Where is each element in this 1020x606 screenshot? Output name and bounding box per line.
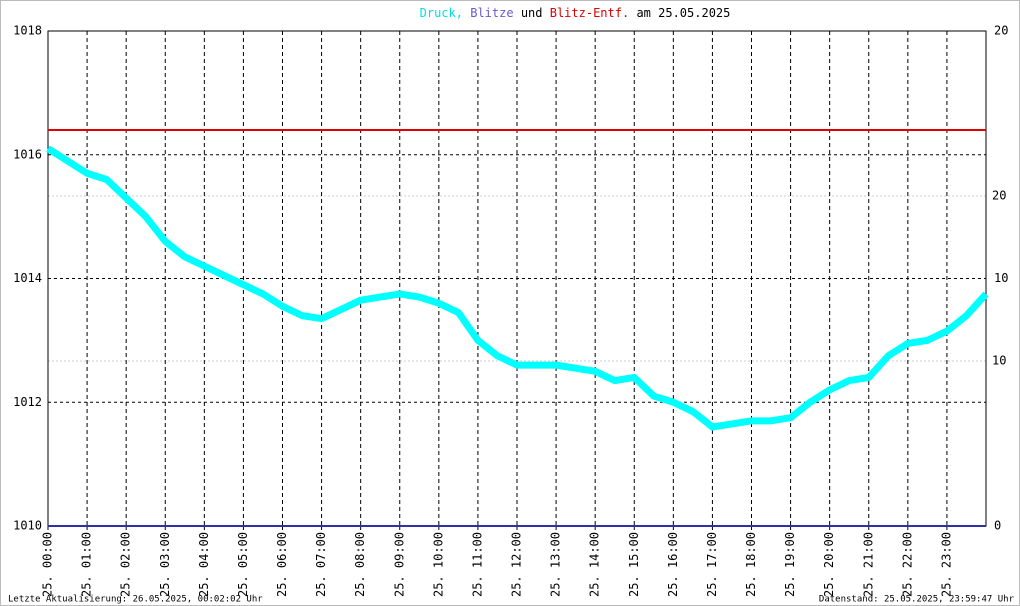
x-tick-label: 25. 02:00	[119, 532, 133, 597]
title-date: am 25.05.2025	[636, 6, 730, 20]
y2-tick-label: 20	[994, 24, 1008, 38]
x-tick-label: 25. 05:00	[236, 532, 250, 597]
x-tick-label: 25. 12:00	[510, 532, 524, 597]
y3-tick-label: 20	[992, 189, 1006, 203]
title-series: Blitze	[470, 6, 513, 20]
x-tick-label: 25. 14:00	[588, 532, 602, 597]
y-tick-label: 1016	[13, 147, 42, 161]
x-tick-label: 25. 15:00	[627, 532, 641, 597]
y3-tick-label: 10	[992, 354, 1006, 368]
y-tick-label: 1010	[13, 519, 42, 533]
y-tick-label: 1014	[13, 271, 42, 285]
series-line	[46, 145, 989, 431]
y-tick-label: 1018	[13, 24, 42, 38]
x-tick-label: 25. 01:00	[80, 532, 94, 597]
y-tick-label: 1012	[13, 395, 42, 409]
title-sep: ,	[456, 6, 463, 20]
y2-tick-label: 10	[994, 271, 1008, 285]
footer-left: Letzte Aktualisierung: 26.05.2025, 00:02…	[8, 595, 263, 605]
x-tick-label: 25. 07:00	[314, 532, 328, 597]
x-tick-label: 25. 10:00	[431, 532, 445, 597]
x-tick-label: 25. 13:00	[549, 532, 563, 597]
x-tick-label: 25. 11:00	[470, 532, 484, 597]
x-tick-label: 25. 21:00	[861, 532, 875, 597]
chart-title: Druck, Blitze und Blitz-Entf. am 25.05.2…	[420, 6, 731, 20]
x-tick-label: 25. 06:00	[275, 532, 289, 597]
x-tick-label: 25. 16:00	[666, 532, 680, 597]
x-tick-label: 25. 23:00	[939, 532, 953, 597]
title-series: Druck	[420, 6, 457, 20]
footer-right: Datenstand: 25.05.2025, 23:59:47 Uhr	[819, 595, 1015, 605]
title-series: Blitz-Entf.	[550, 6, 629, 20]
x-tick-label: 25. 22:00	[900, 532, 914, 597]
x-tick-label: 25. 17:00	[705, 532, 719, 597]
x-tick-label: 25. 09:00	[392, 532, 406, 597]
title-sep: und	[521, 6, 543, 20]
x-tick-label: 25. 20:00	[822, 532, 836, 597]
x-tick-label: 25. 03:00	[158, 532, 172, 597]
x-tick-label: 25. 19:00	[783, 532, 797, 597]
x-tick-label: 25. 18:00	[744, 532, 758, 597]
x-tick-label: 25. 00:00	[41, 532, 55, 597]
x-tick-label: 25. 04:00	[197, 532, 211, 597]
x-tick-label: 25. 08:00	[353, 532, 367, 597]
y2-tick-label: 0	[994, 519, 1001, 533]
